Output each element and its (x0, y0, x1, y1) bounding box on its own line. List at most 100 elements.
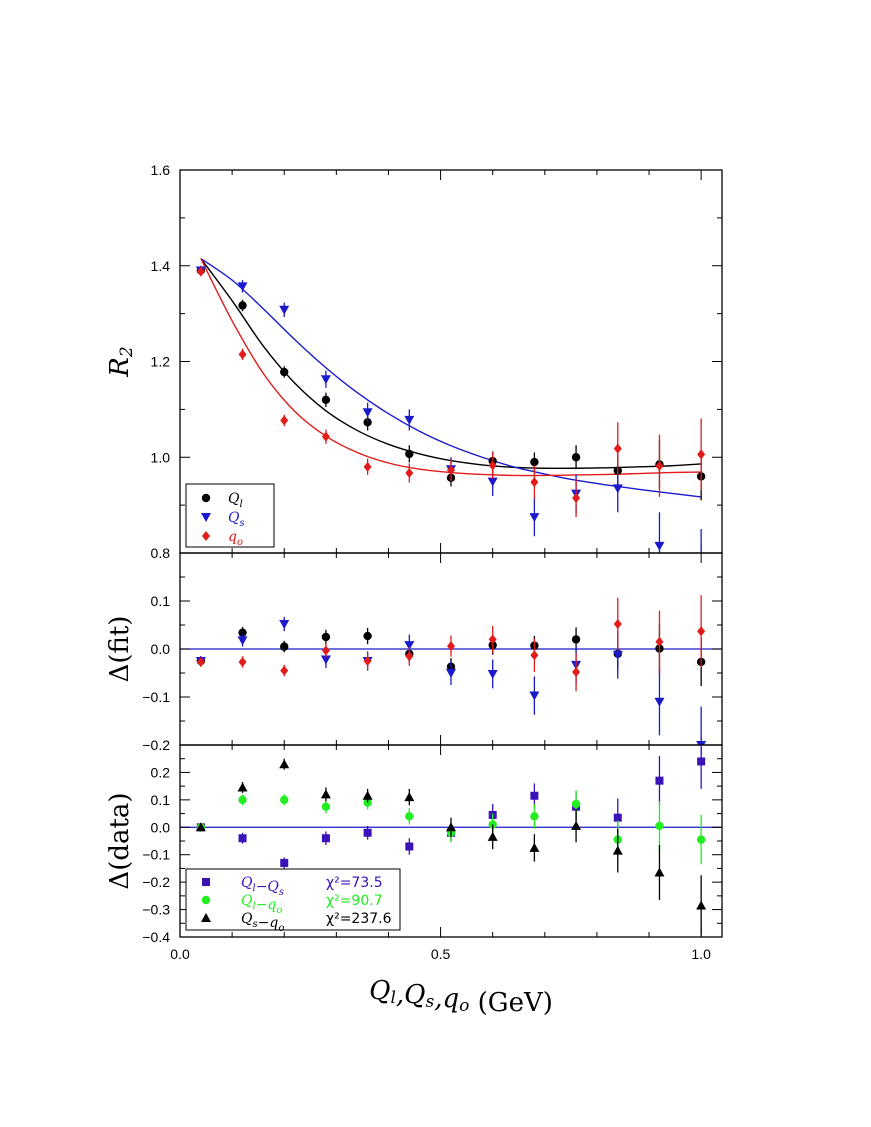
legend-label: Ql−Qs (241, 875, 284, 898)
data-point (488, 460, 497, 471)
data-point (572, 492, 581, 503)
series-2 (196, 595, 706, 692)
y-tick-label: 0.2 (151, 764, 171, 780)
legend-label: qo (228, 529, 243, 548)
y-tick-label: 1.0 (151, 449, 171, 465)
data-point (362, 408, 373, 418)
y-tick-label: −0.1 (142, 689, 170, 705)
data-point (321, 395, 331, 404)
data-point (405, 449, 414, 459)
x-tick-label: 0.0 (170, 946, 190, 962)
data-point (612, 845, 623, 855)
data-point (697, 757, 706, 766)
data-point (363, 828, 372, 837)
x-tick-label: 0.5 (431, 946, 451, 962)
data-point (320, 655, 331, 665)
data-point (321, 645, 330, 656)
data-point (405, 842, 414, 851)
data-point (196, 656, 205, 667)
data-point (196, 266, 205, 277)
data-layer (195, 745, 707, 936)
data-point (363, 631, 372, 641)
data-point (404, 792, 415, 802)
data-point (321, 802, 331, 811)
y-tick-label: 1.4 (151, 258, 171, 274)
data-point (654, 867, 665, 877)
data-point (320, 375, 331, 385)
legend-marker (201, 513, 211, 522)
data-point (362, 790, 373, 800)
data-point (613, 813, 622, 822)
y-tick-label: −0.3 (142, 902, 170, 918)
data-point (655, 460, 664, 471)
data-point (279, 759, 290, 769)
series-0 (196, 745, 706, 869)
data-point (237, 282, 248, 292)
data-point (238, 795, 247, 805)
data-point (612, 484, 623, 494)
legend-chi2: χ²=73.5 (326, 875, 383, 891)
data-point (487, 477, 498, 487)
data-point (280, 415, 289, 426)
legend-chi2: χ²=237.6 (326, 911, 392, 927)
data-point (405, 812, 414, 821)
legend-label: Qs (228, 510, 245, 529)
data-point (612, 650, 623, 660)
data-point (404, 641, 415, 651)
data-point (238, 301, 247, 310)
panel-middle: −0.2 −0.1 0.0 0.1 Δ(fit) (105, 552, 723, 753)
y-tick-label: 0.0 (151, 641, 171, 657)
data-point (654, 541, 665, 551)
legend-marker (201, 913, 211, 922)
fit-curve-2 (200, 258, 702, 477)
data-point (613, 443, 622, 454)
legend-label: Ql (228, 491, 243, 510)
data-point (237, 782, 248, 792)
data-point (488, 634, 497, 645)
data-point (571, 820, 582, 830)
data-point (697, 626, 706, 637)
series-1 (195, 616, 707, 745)
data-point (654, 697, 665, 707)
data-point (321, 431, 330, 442)
data-point (696, 835, 706, 844)
y-tick-label: −0.2 (142, 874, 170, 890)
x-axis-label: Ql,Qs,qo (GeV) (369, 976, 553, 1018)
data-point (195, 822, 206, 832)
data-point (530, 457, 539, 467)
data-point (696, 900, 707, 910)
data-point (363, 461, 372, 472)
data-point (530, 791, 539, 800)
data-point (363, 656, 372, 666)
data-point (571, 453, 581, 462)
legend-chi2: χ²=90.7 (326, 893, 383, 909)
series-2 (195, 758, 707, 936)
legend-box (185, 868, 401, 931)
data-point (280, 367, 289, 377)
y-axis-label: Δ(data) (105, 792, 135, 889)
data-point (238, 656, 247, 667)
legend-marker (201, 895, 211, 905)
data-point (280, 665, 289, 676)
data-point (280, 642, 289, 651)
data-point (446, 669, 456, 678)
y-tick-label: −0.2 (142, 737, 170, 753)
data-point (529, 691, 540, 701)
legend-marker (202, 531, 210, 541)
data-point (487, 669, 498, 679)
data-point (696, 741, 707, 745)
data-point (404, 415, 415, 425)
legend-marker (202, 878, 210, 886)
fit-curve-0 (200, 258, 702, 470)
y-tick-label: −0.1 (142, 847, 170, 863)
data-point (320, 789, 331, 799)
data-point (571, 799, 581, 809)
data-point (321, 834, 330, 843)
data-point (279, 305, 290, 315)
data-point (655, 776, 664, 785)
data-point (280, 795, 289, 805)
legend-label: Ql−qo (241, 893, 282, 916)
